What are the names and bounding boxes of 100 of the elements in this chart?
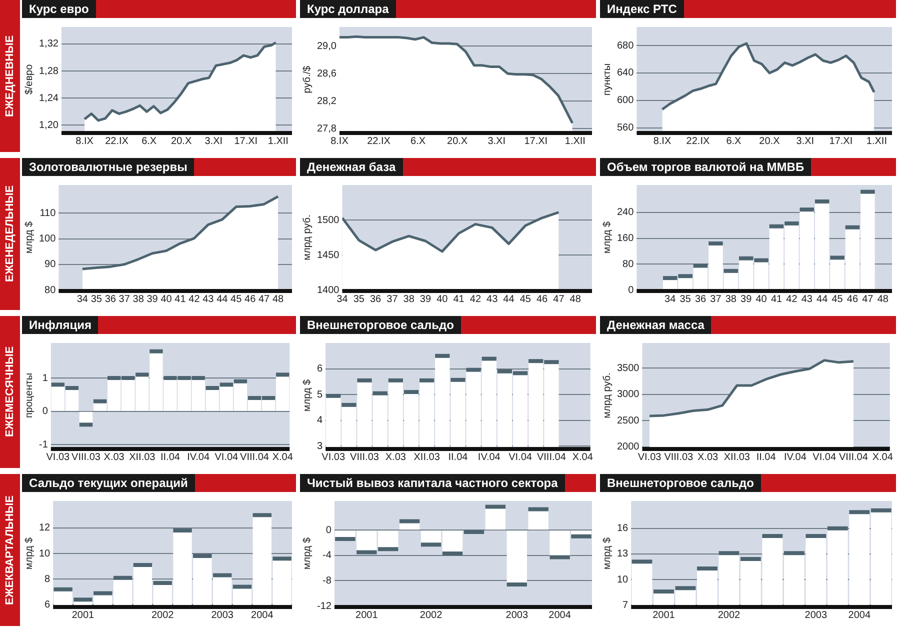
x-tick-label: 40 (160, 294, 172, 305)
chart-title: Индекс РТС (600, 0, 684, 18)
y-tick-label: 600 (616, 95, 634, 106)
x-tick-label: VI.04 (812, 452, 836, 463)
x-tick-label: 48 (570, 294, 582, 305)
x-tick-label: 34 (336, 294, 348, 305)
x-tick-label: XII.03 (129, 452, 156, 463)
text: ЕЖЕМЕСЯЧНЫЕ (0, 316, 20, 468)
x-tick-label: VIII.03 (664, 452, 694, 463)
x-tick-label: 47 (862, 294, 874, 305)
x-tick-label: 2001 (72, 610, 95, 621)
x-tick-label: 22.IX (686, 136, 710, 147)
x-tick-label: 22.IX (367, 136, 391, 147)
x-tick-label: 6.X (410, 136, 426, 147)
x-tick-label: 45 (520, 294, 532, 305)
y-tick-label: 80 (622, 258, 634, 270)
x-tick-label: 1.XII (564, 136, 586, 147)
x-tick-label: 47 (553, 294, 565, 305)
y-tick-label: 1,28 (38, 66, 59, 77)
y-tick-label: 28,2 (316, 96, 337, 107)
x-tick-label: 37 (386, 294, 398, 305)
chart-title: Курс евро (22, 0, 96, 18)
y-tick-label: 3000 (616, 389, 640, 400)
y-tick-label: 13 (617, 548, 629, 560)
x-tick-label: X.03 (698, 452, 719, 463)
x-tick-label: 36 (370, 294, 382, 305)
y-axis-title: руб./$ (302, 65, 313, 94)
x-tick-label: 17.XI (234, 136, 258, 147)
x-tick-label: VIII.04 (839, 452, 868, 463)
x-tick-label: 38 (725, 294, 737, 305)
x-tick-label: 44 (816, 294, 828, 305)
x-tick-label: 38 (403, 294, 415, 305)
x-tick-label: 45 (230, 294, 242, 305)
x-tick-label: 43 (202, 294, 214, 305)
x-tick-label: 2004 (251, 610, 274, 621)
x-tick-label: 41 (174, 294, 186, 305)
x-tick-label: 2002 (151, 610, 174, 621)
y-tick-label: 27,8 (316, 123, 337, 134)
x-tick-label: 22.IX (105, 136, 129, 147)
x-tick-label: 42 (188, 294, 200, 305)
y-tick-label: 4 (317, 415, 323, 426)
y-axis-title: млрд $ (602, 220, 613, 254)
x-tick-label: 34 (664, 294, 676, 305)
y-tick-label: 680 (616, 40, 634, 52)
x-tick-label: 46 (846, 294, 858, 305)
x-tick-label: 46 (536, 294, 548, 305)
chart-title: Денежная масса (600, 316, 712, 334)
x-tick-label: VI.03 (46, 452, 70, 463)
x-tick-label: 39 (740, 294, 752, 305)
y-tick-label: 240 (616, 207, 634, 218)
x-tick-label: 35 (680, 294, 692, 305)
x-tick-label: IV.04 (187, 452, 210, 463)
y-tick-label: 1500 (316, 214, 340, 226)
x-tick-label: 2001 (356, 610, 378, 621)
chart-title: Внешнеторговое сальдо (300, 316, 461, 334)
chart-title: Инфляция (22, 316, 98, 334)
x-tick-label: 20.X (447, 136, 468, 147)
y-tick-label: 10 (39, 548, 51, 560)
x-tick-label: 48 (272, 294, 284, 305)
x-tick-label: 44 (503, 294, 515, 305)
x-tick-label: 8.IX (76, 136, 94, 147)
y-tick-label: 90 (44, 259, 56, 270)
x-tick-label: 8.IX (330, 136, 349, 147)
y-tick-label: 110 (40, 208, 56, 219)
x-tick-label: 6.X (726, 136, 742, 147)
y-tick-label: 1 (42, 372, 48, 384)
y-tick-label: 28,6 (316, 68, 337, 80)
y-axis-title: $/евро (24, 64, 35, 95)
x-tick-label: 2003 (804, 610, 828, 621)
x-tick-label: VI.03 (638, 452, 662, 463)
x-tick-label: 2002 (420, 610, 443, 621)
x-tick-label: VIII.04 (536, 452, 566, 463)
chart-title: Денежная база (300, 158, 403, 176)
y-tick-label: 560 (616, 122, 634, 134)
x-tick-label: X.03 (104, 452, 125, 463)
x-tick-label: II.04 (448, 452, 468, 463)
x-tick-label: 40 (436, 294, 448, 305)
x-tick-label: 39 (146, 294, 158, 305)
x-tick-label: 42 (786, 294, 798, 305)
x-tick-label: II.04 (160, 452, 180, 463)
y-tick-label: 1400 (316, 284, 340, 296)
y-axis-title: проценты (24, 372, 35, 418)
x-tick-label: 2001 (652, 610, 676, 621)
y-tick-label: -1 (38, 439, 48, 450)
y-tick-label: 12 (39, 522, 51, 534)
x-tick-label: 36 (104, 294, 116, 305)
x-tick-label: 1.XII (866, 136, 887, 147)
x-tick-label: X.04 (572, 452, 594, 463)
y-tick-label: 3 (317, 440, 323, 452)
chart-title: Чистый вывоз капитала частного сектора (300, 474, 565, 492)
x-tick-label: 43 (486, 294, 498, 305)
x-tick-label: IV.04 (784, 452, 807, 463)
x-tick-label: 6.X (142, 136, 157, 147)
x-tick-label: 48 (877, 294, 889, 305)
y-tick-label: 0 (326, 524, 332, 536)
x-tick-label: VIII.03 (350, 452, 380, 463)
y-tick-label: 16 (617, 523, 629, 534)
x-tick-label: X.04 (272, 452, 294, 463)
y-axis-title: млрд руб. (602, 372, 613, 418)
x-tick-label: VIII.04 (240, 452, 270, 463)
